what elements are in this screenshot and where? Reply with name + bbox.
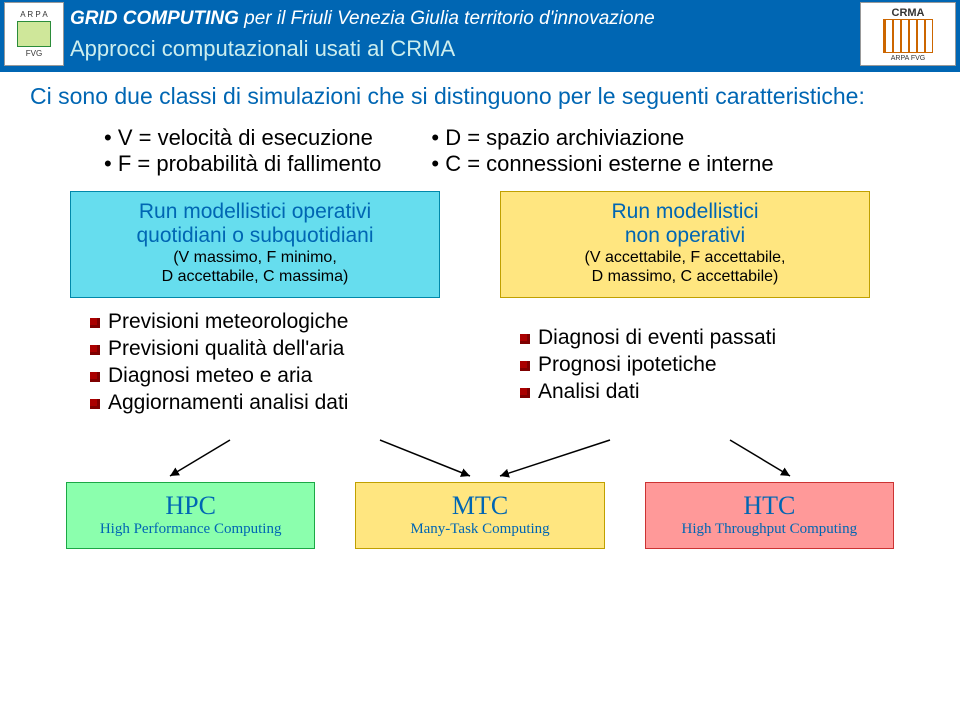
- header: A R P A FVG CRMA ARPA FVG GRID COMPUTING…: [0, 0, 960, 72]
- def-d: D = spazio archiviazione: [431, 125, 773, 151]
- def-f: F = probabilità di fallimento: [104, 151, 381, 177]
- two-columns: Run modellistici operativi quotidiani o …: [70, 191, 930, 418]
- left-column: Run modellistici operativi quotidiani o …: [70, 191, 440, 418]
- def-c: C = connessioni esterne e interne: [431, 151, 773, 177]
- op-sub-2: D accettabile, C massima): [81, 268, 429, 286]
- title-rest: per il Friuli Venezia Giulia territorio …: [239, 8, 655, 29]
- intro-text: Ci sono due classi di simulazioni che si…: [30, 82, 930, 111]
- arrows: [30, 438, 930, 482]
- bullet-r-2: Analisi dati: [520, 380, 870, 404]
- nop-title-2: non operativi: [511, 224, 859, 248]
- right-column: Run modellistici non operativi (V accett…: [500, 191, 870, 418]
- nop-title-1: Run modellistici: [511, 200, 859, 224]
- htc-box: HTC High Throughput Computing: [645, 482, 894, 549]
- operativi-box: Run modellistici operativi quotidiani o …: [70, 191, 440, 298]
- bullet-l-2: Diagnosi meteo e aria: [90, 364, 440, 388]
- crma-logo: CRMA ARPA FVG: [860, 2, 956, 66]
- bullet-l-3: Aggiornamenti analisi dati: [90, 391, 440, 415]
- bullet-r-1: Prognosi ipotetiche: [520, 353, 870, 377]
- page-title: GRID COMPUTING per il Friuli Venezia Giu…: [70, 8, 890, 30]
- logo-r-top: CRMA: [892, 7, 925, 19]
- arpa-logo: A R P A FVG: [4, 2, 64, 66]
- nop-sub-2: D massimo, C accettabile): [511, 268, 859, 286]
- bullet-r-0: Diagnosi di eventi passati: [520, 326, 870, 350]
- defs-left: V = velocità di esecuzione F = probabili…: [104, 125, 381, 177]
- definitions: V = velocità di esecuzione F = probabili…: [104, 125, 930, 177]
- bullet-l-0: Previsioni meteorologiche: [90, 310, 440, 334]
- mtc-abbr: MTC: [362, 491, 597, 521]
- mtc-full: Many-Task Computing: [362, 521, 597, 538]
- title-bold: GRID COMPUTING: [70, 8, 239, 29]
- page-subtitle: Approcci computazionali usati al CRMA: [70, 36, 890, 62]
- htc-abbr: HTC: [652, 491, 887, 521]
- non-operativi-box: Run modellistici non operativi (V accett…: [500, 191, 870, 298]
- mtc-box: MTC Many-Task Computing: [355, 482, 604, 549]
- logo-r-bottom: ARPA FVG: [891, 55, 926, 62]
- content: Ci sono due classi di simulazioni che si…: [0, 72, 960, 549]
- bottom-row: HPC High Performance Computing MTC Many-…: [30, 482, 930, 549]
- hpc-full: High Performance Computing: [73, 521, 308, 538]
- defs-right: D = spazio archiviazione C = connessioni…: [431, 125, 773, 177]
- def-v: V = velocità di esecuzione: [104, 125, 381, 151]
- logo-text-bottom: FVG: [26, 49, 42, 58]
- hpc-abbr: HPC: [73, 491, 308, 521]
- bullet-l-1: Previsioni qualità dell'aria: [90, 337, 440, 361]
- left-bullets: Previsioni meteorologiche Previsioni qua…: [70, 310, 440, 415]
- hpc-box: HPC High Performance Computing: [66, 482, 315, 549]
- htc-full: High Throughput Computing: [652, 521, 887, 538]
- op-title-1: Run modellistici operativi: [81, 200, 429, 224]
- nop-sub-1: (V accettabile, F accettabile,: [511, 249, 859, 267]
- logo-text-top: A R P A: [20, 10, 47, 19]
- op-title-2: quotidiani o subquotidiani: [81, 224, 429, 248]
- op-sub-1: (V massimo, F minimo,: [81, 249, 429, 267]
- right-bullets: Diagnosi di eventi passati Prognosi ipot…: [500, 326, 870, 404]
